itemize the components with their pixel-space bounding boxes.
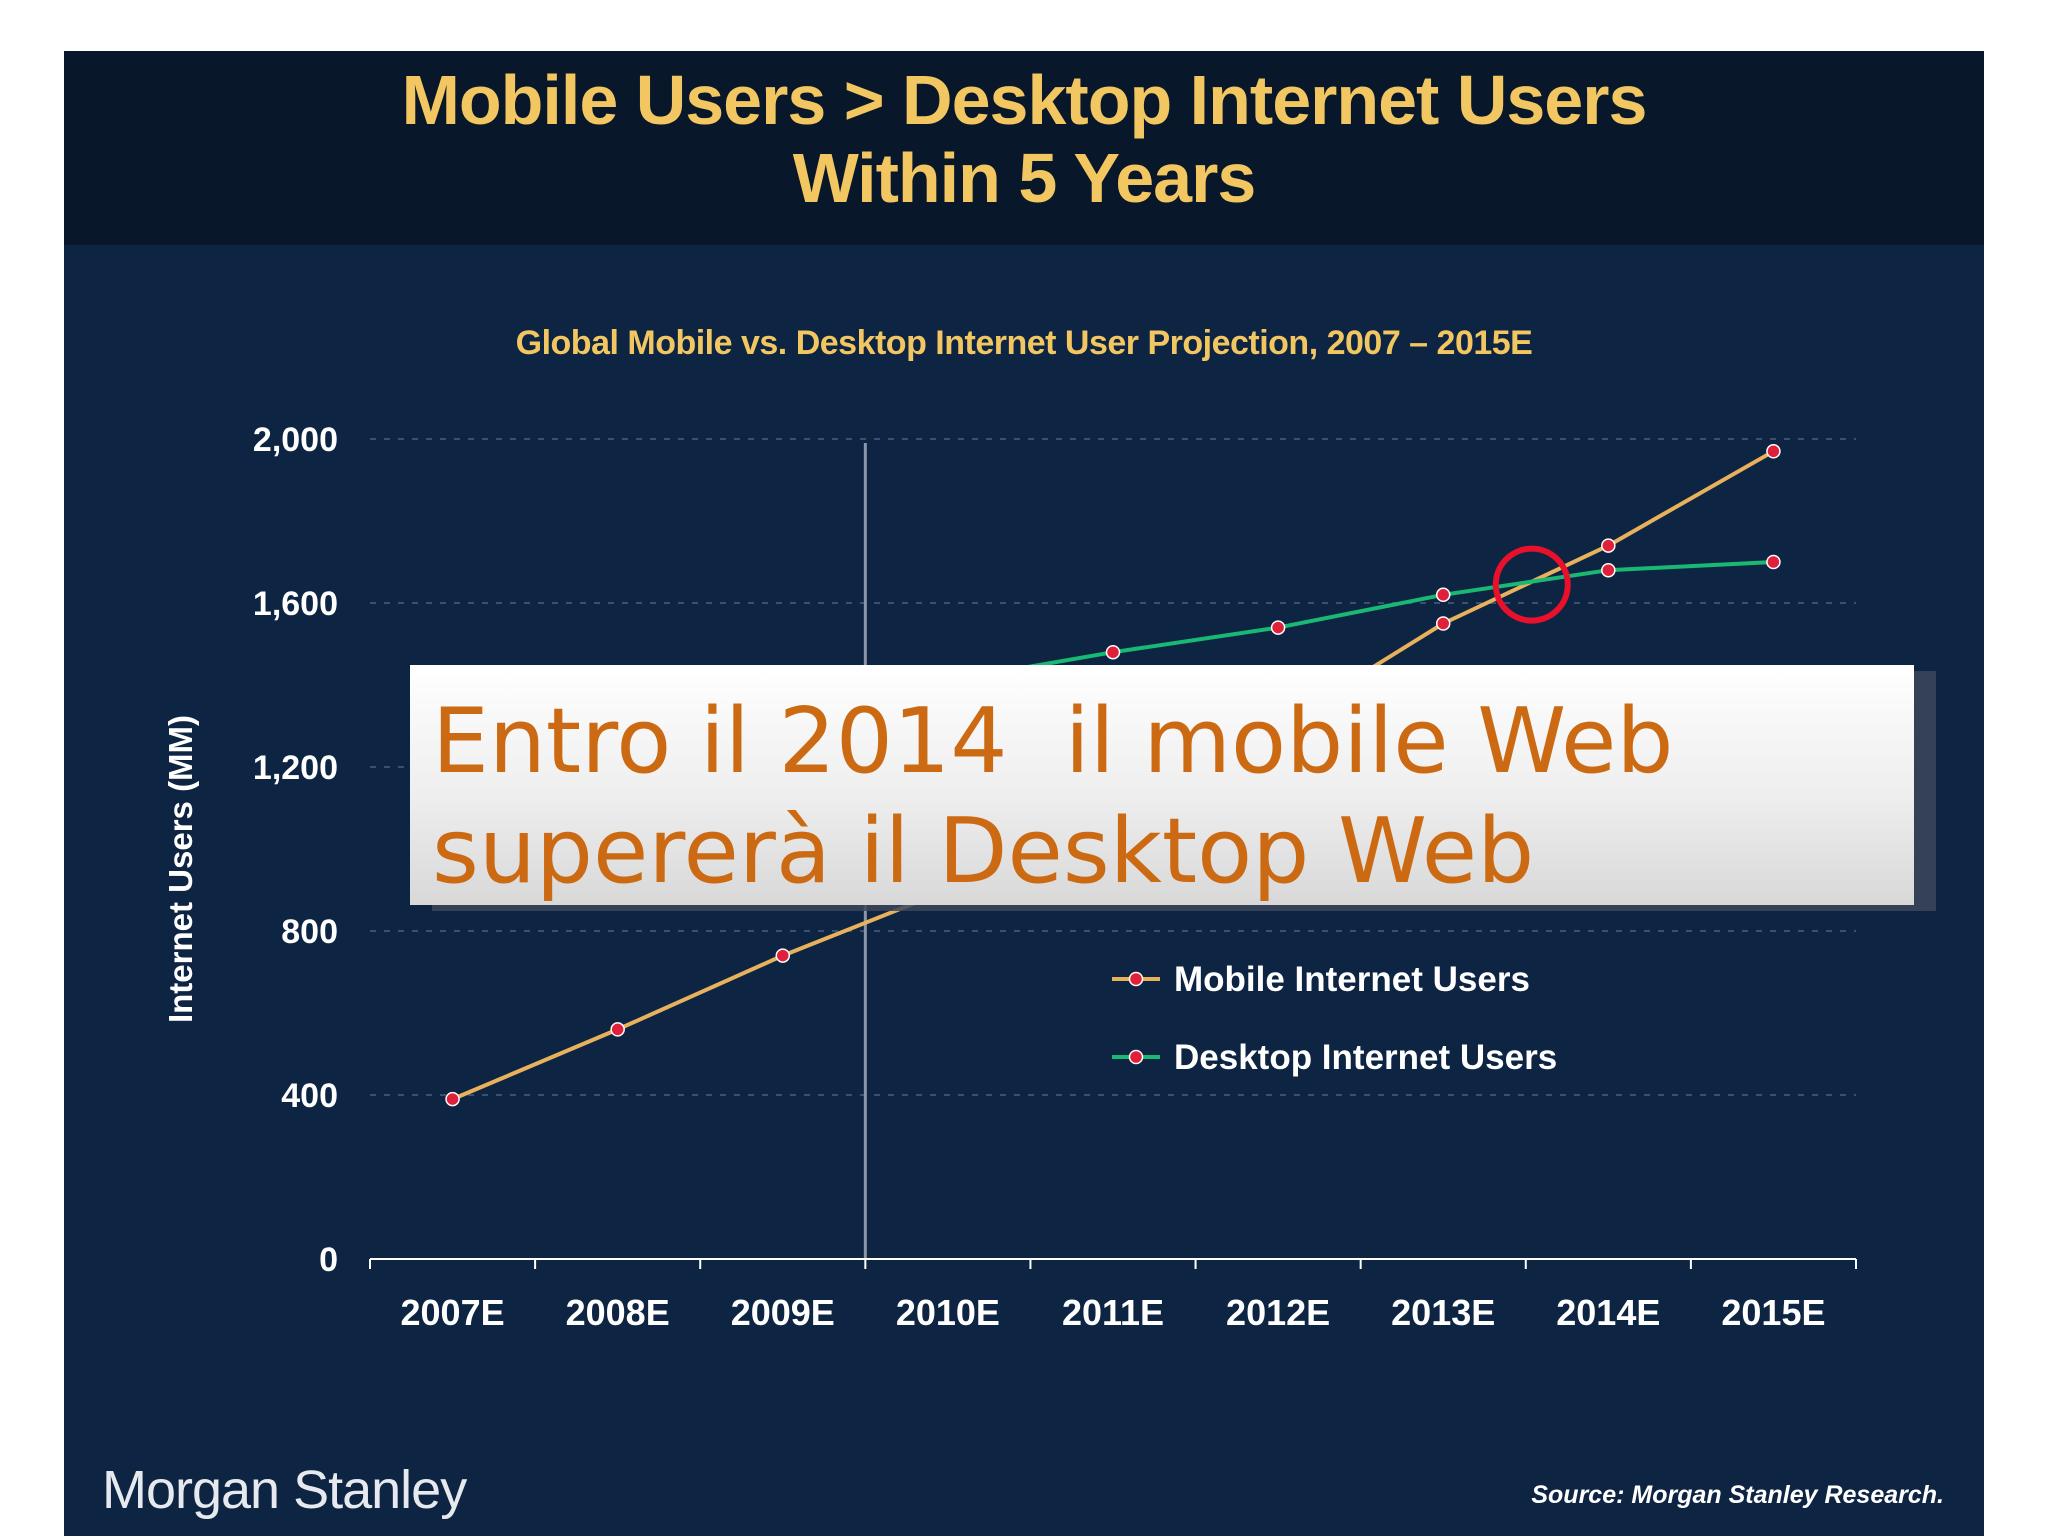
y-tick-labels: 0 400 800 1,200 1,600 2,000 xyxy=(253,421,338,1279)
x-tick-label: 2013E xyxy=(1391,1292,1495,1333)
x-tick-label: 2007E xyxy=(401,1292,505,1333)
data-point xyxy=(610,1022,625,1037)
y-tick-label: 0 xyxy=(319,1241,338,1279)
legend: Mobile Internet Users Desktop Internet Us… xyxy=(1112,960,1557,1077)
x-tick-label: 2008E xyxy=(566,1292,670,1333)
slide: Mobile Users > Desktop Internet Users Wi… xyxy=(64,51,1984,1536)
legend-swatch-marker xyxy=(1128,971,1144,987)
title-band xyxy=(64,51,1984,245)
x-tick-label: 2014E xyxy=(1556,1292,1660,1333)
x-tick-labels: 2007E 2008E 2009E 2010E 2011E 2012E 2013E 2014E… xyxy=(401,1292,1826,1333)
y-tick-label: 400 xyxy=(281,1077,338,1115)
crossover-highlight-circle xyxy=(1492,545,1571,624)
y-tick-label: 1,200 xyxy=(253,749,338,787)
data-point xyxy=(1105,644,1121,660)
overlay-line-2: supererà il Desktop Web xyxy=(432,799,1535,904)
data-point xyxy=(1766,554,1781,570)
x-tick-label: 2012E xyxy=(1226,1292,1330,1333)
legend-label: Mobile Internet Users xyxy=(1174,960,1530,999)
x-axis-ticks xyxy=(369,1259,1857,1269)
data-point xyxy=(1270,620,1286,635)
legend-swatch-marker xyxy=(1128,1049,1144,1065)
chart: Global Mobile vs. Desktop Internet User … xyxy=(162,324,1857,1333)
overlay-callout-box: Entro il 2014 il mobile Web supererà il … xyxy=(410,665,1914,905)
slide-title-line-1: Mobile Users > Desktop Internet Users xyxy=(401,61,1648,139)
y-axis-label: Internet Users (MM) xyxy=(162,715,199,1023)
slide-title-line-2: Within 5 Years xyxy=(792,139,1257,217)
brand-logo-text: Morgan Stanley xyxy=(102,1460,467,1520)
y-tick-label: 2,000 xyxy=(253,421,338,459)
data-point xyxy=(1435,616,1451,631)
data-point xyxy=(1435,587,1451,603)
data-point xyxy=(775,948,791,963)
y-tick-label: 1,600 xyxy=(253,585,338,623)
x-tick-label: 2009E xyxy=(731,1292,835,1333)
x-tick-label: 2011E xyxy=(1062,1292,1164,1333)
overlay-callout-text: Entro il 2014 il mobile Web supererà il … xyxy=(432,687,1673,907)
chart-title: Global Mobile vs. Desktop Internet User … xyxy=(516,324,1533,362)
y-tick-label: 800 xyxy=(281,913,338,951)
data-point xyxy=(1601,562,1616,578)
x-tick-label: 2015E xyxy=(1721,1292,1825,1333)
overlay-line-1: Entro il 2014 il mobile Web xyxy=(432,689,1674,794)
legend-label: Desktop Internet Users xyxy=(1174,1038,1557,1077)
data-point xyxy=(445,1091,460,1107)
data-point xyxy=(1601,538,1616,553)
source-note: Source: Morgan Stanley Research. xyxy=(1531,1481,1944,1509)
data-point xyxy=(1766,444,1781,459)
x-tick-label: 2010E xyxy=(896,1292,1000,1333)
